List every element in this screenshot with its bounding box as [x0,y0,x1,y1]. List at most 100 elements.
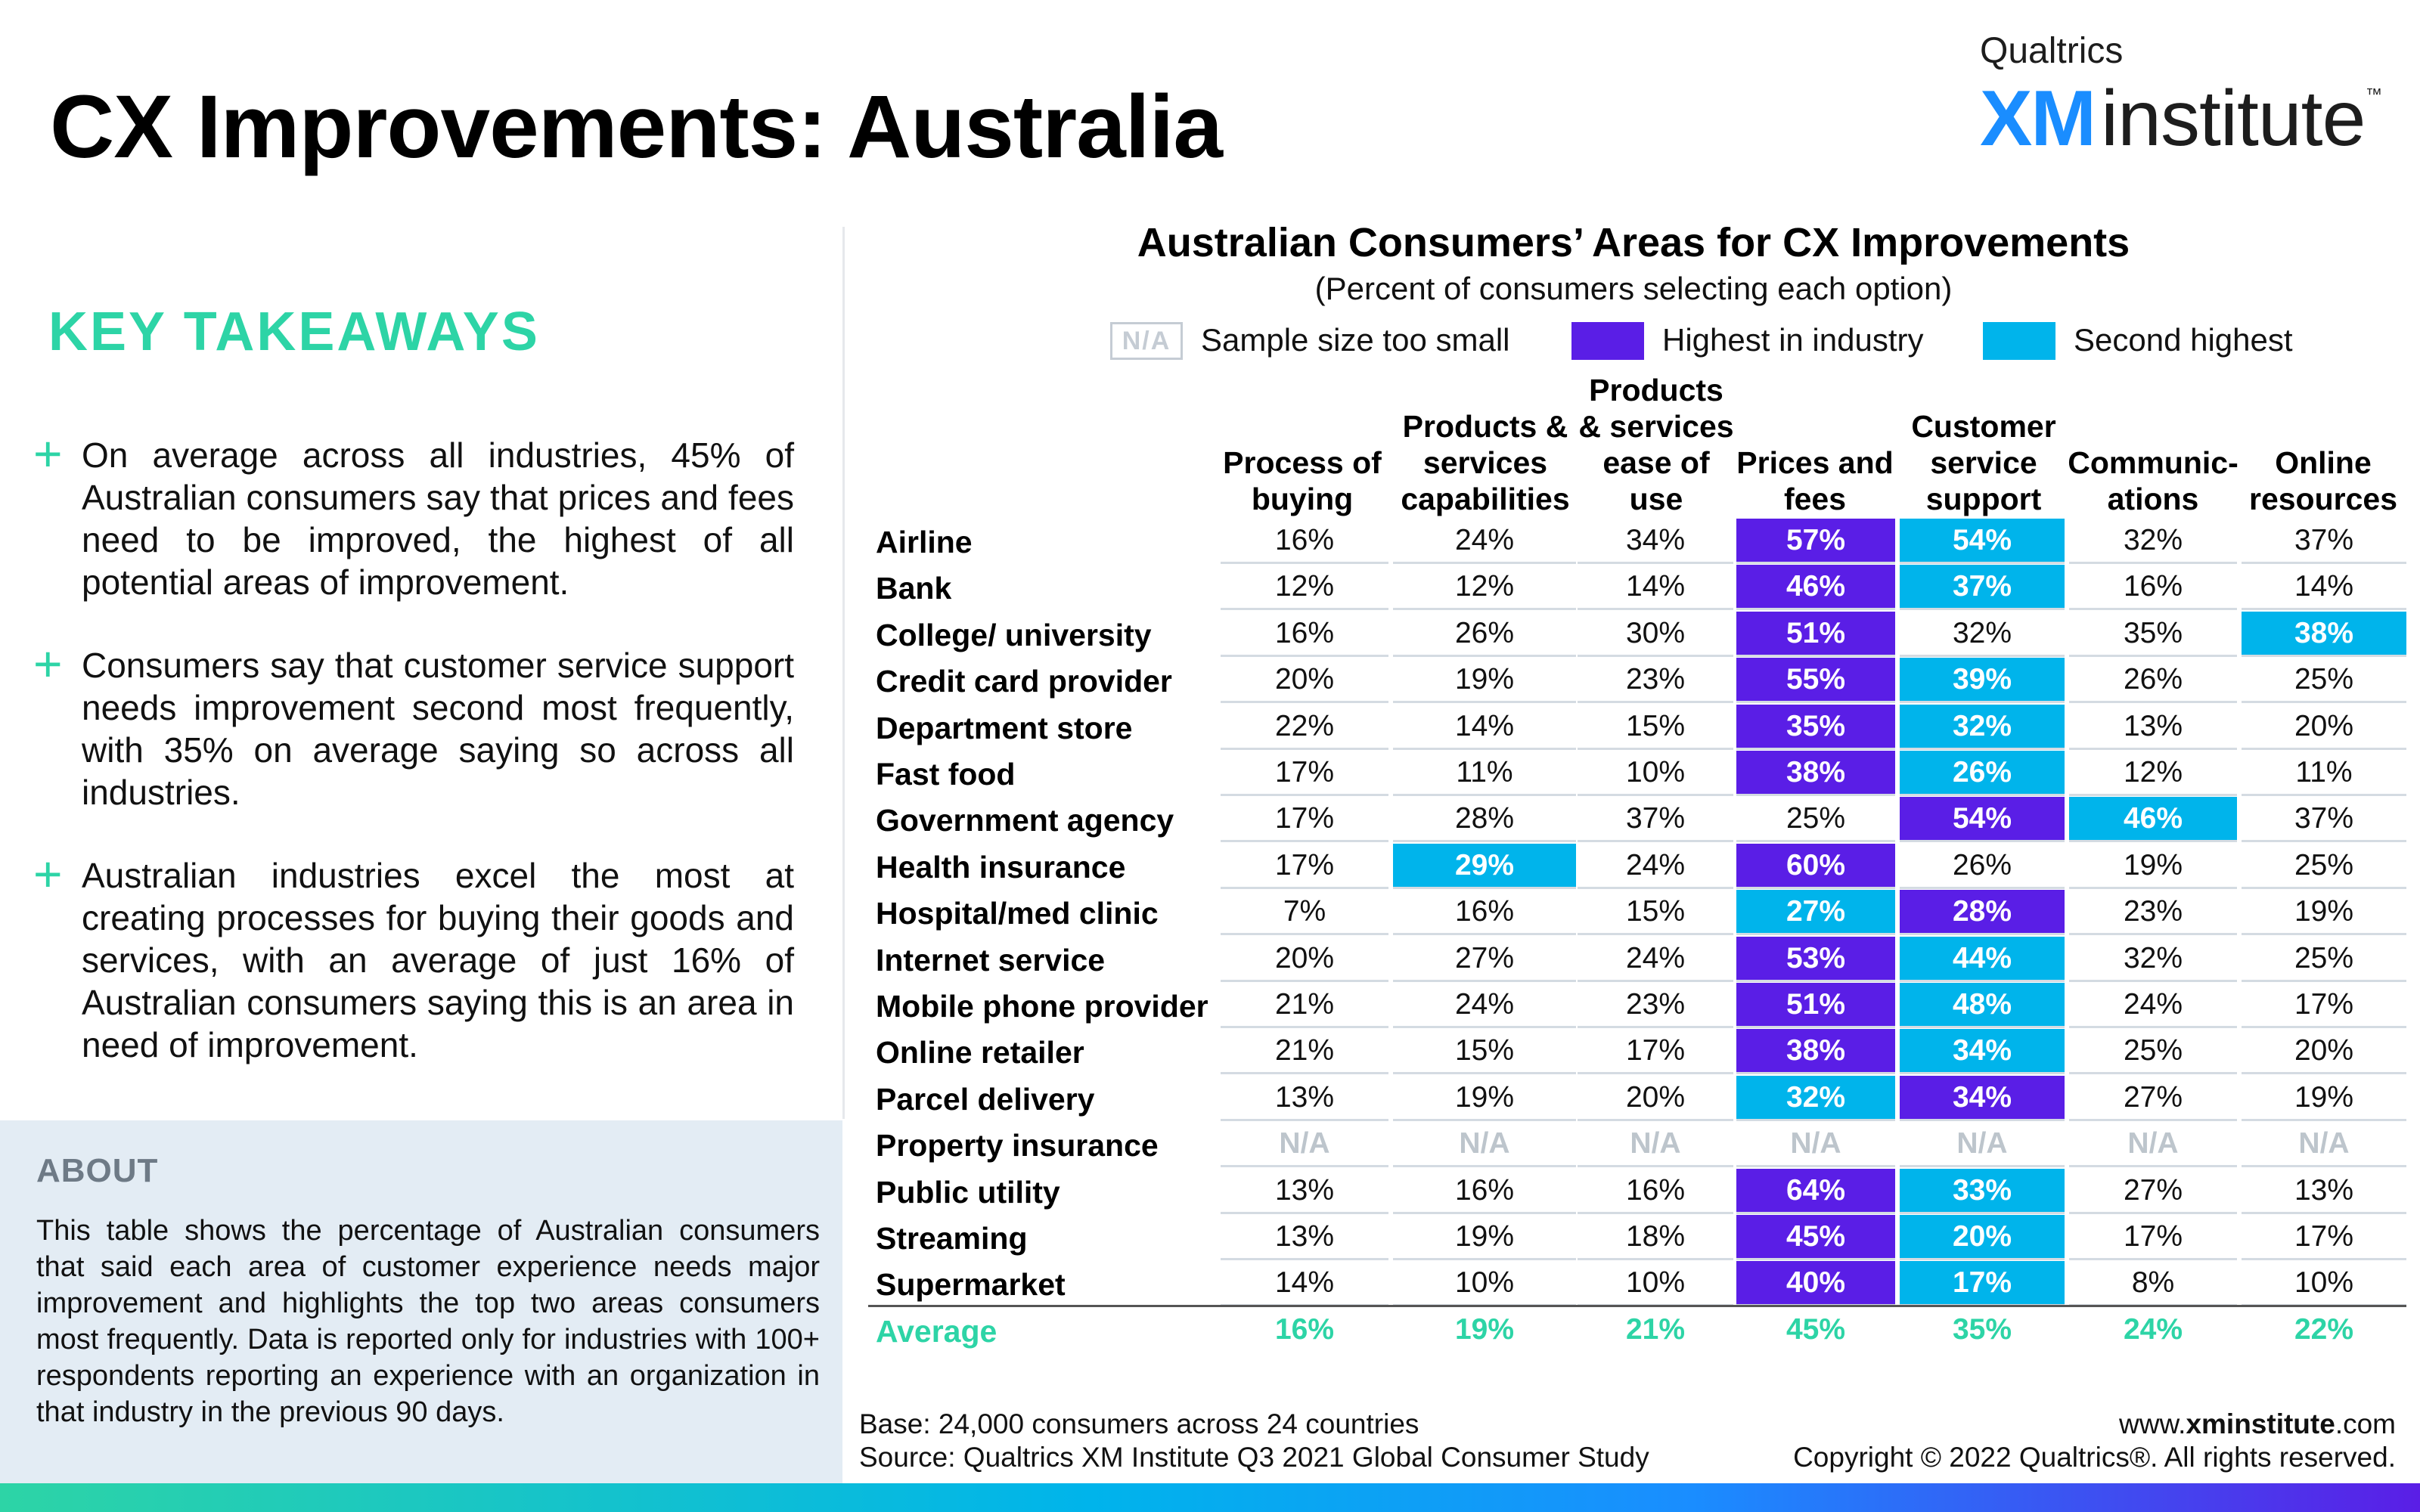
row-divider [2069,562,2237,564]
second-highest-cell: 48% [1900,983,2065,1026]
row-divider [1393,1072,1576,1075]
key-takeaways-title: KEY TAKEAWAYS [48,302,540,362]
value-cell: 21% [1625,1312,1686,1346]
page-title: CX Improvements: Australia [50,77,1223,177]
row-divider [1221,747,1388,750]
row-divider [1221,886,1388,889]
row-divider [1736,654,1895,657]
row-divider [1900,747,2065,750]
value-cell: 20% [1625,1080,1686,1114]
value-cell: N/A [1790,1127,1841,1160]
value-cell: 26% [1454,616,1515,649]
value-cell: 24% [1454,524,1515,556]
row-divider [1736,794,1895,796]
row-divider [1578,886,1733,889]
value-cell: 12% [2123,756,2183,789]
footer-right: www.xminstitute.com Copyright © 2022 Qua… [1793,1408,2396,1474]
logo-institute-text: institute [2101,75,2366,163]
row-divider [1900,933,2065,936]
row-divider [1900,608,2065,611]
value-cell: 14% [1454,709,1515,742]
value-cell: 17% [1274,848,1335,881]
value-cell: 17% [2294,1220,2354,1253]
value-cell: 25% [2294,941,2354,974]
website-link[interactable]: www.xminstitute.com [2119,1408,2396,1439]
value-cell: 26% [2123,663,2183,696]
second-highest-cell: 46% [2069,797,2237,841]
value-cell: 19% [1454,663,1515,696]
value-cell: 15% [1625,895,1686,928]
value-cell: 15% [1625,709,1686,742]
value-cell: 23% [2123,895,2183,928]
row-divider [1736,840,1895,843]
value-cell: 32% [1952,616,2012,649]
value-cell: 26% [1952,848,2012,881]
value-cell: 15% [1454,1034,1515,1067]
table-row: Bank 12% 12% 14% 46% 37% 16% 14% [868,563,2406,611]
row-divider [1578,608,1733,611]
row-label: Department store [876,710,1133,745]
row-divider [1221,562,1388,564]
row-divider [1393,886,1576,889]
table-row: Supermarket 14% 10% 10% 40% 17% 8% 10% [868,1259,2406,1307]
value-cell: 18% [1625,1220,1686,1253]
row-divider [1578,1026,1733,1028]
column-header: Communic- ations [2068,445,2238,516]
highest-legend-swatch [1571,322,1644,360]
row-divider [1736,562,1895,564]
row-divider [1900,1026,2065,1028]
row-divider [2242,886,2406,889]
value-cell: 32% [2123,524,2183,556]
row-divider [1221,1118,1388,1121]
table-row: Public utility 13% 16% 16% 64% 33% 27% 13% [868,1167,2406,1214]
row-divider [1393,840,1576,843]
highest-cell: 60% [1736,843,1895,887]
row-label: Government agency [876,803,1174,838]
value-cell: N/A [1630,1127,1681,1160]
value-cell: 37% [2294,524,2354,556]
row-divider [1900,654,2065,657]
row-divider [2069,1211,2237,1214]
value-cell: 30% [1625,616,1686,649]
value-cell: 37% [2294,802,2354,835]
row-label: Credit card provider [876,664,1172,699]
value-cell: 19% [2294,1080,2354,1114]
row-divider [1900,562,2065,564]
table-row: Credit card provider 20% 19% 23% 55% 39% 26% 25… [868,656,2406,704]
highest-cell: 40% [1736,1261,1895,1305]
value-cell: 16% [1274,616,1335,649]
row-label: Public utility [876,1174,1060,1210]
row-divider [1393,933,1576,936]
row-label: Mobile phone provider [876,989,1208,1024]
logo-qualtrics-text: Qualtrics [1980,31,2124,71]
row-divider [2242,794,2406,796]
row-divider [1578,933,1733,936]
row-label: Hospital/med clinic [876,896,1159,931]
table-row: Hospital/med clinic 7% 16% 15% 27% 28% 23% 19% [868,888,2406,936]
row-label: Average [876,1313,997,1349]
row-divider [1393,701,1576,704]
row-divider [1900,1258,2065,1260]
value-cell: 35% [2123,616,2183,649]
row-divider [1736,608,1895,611]
copyright: Copyright © 2022 Qualtrics®. All rights … [1793,1442,2396,1473]
value-cell: 24% [2123,1312,2183,1346]
row-label: Property insurance [876,1128,1159,1163]
row-divider [1736,1165,1895,1168]
table-row: Mobile phone provider 21% 24% 23% 51% 48% 24% 1… [868,981,2406,1028]
row-divider [2242,1211,2406,1214]
value-cell: N/A [2298,1127,2350,1160]
brand-gradient-bar [0,1483,2420,1512]
row-divider [1221,1026,1388,1028]
second-highest-cell: 33% [1900,1168,2065,1212]
takeaway-text: Australian industries excel the most at … [82,856,794,1064]
legend-label: Second highest [2074,322,2293,358]
highest-cell: 34% [1900,1075,2065,1119]
highest-cell: 46% [1736,565,1895,609]
column-header: Process of buying [1223,445,1382,516]
row-divider [2069,747,2237,750]
second-highest-cell: 27% [1736,890,1895,934]
table-row: Parcel delivery 13% 19% 20% 32% 34% 27% 19% [868,1074,2406,1121]
row-divider [1900,886,2065,889]
row-divider [1578,1118,1733,1121]
